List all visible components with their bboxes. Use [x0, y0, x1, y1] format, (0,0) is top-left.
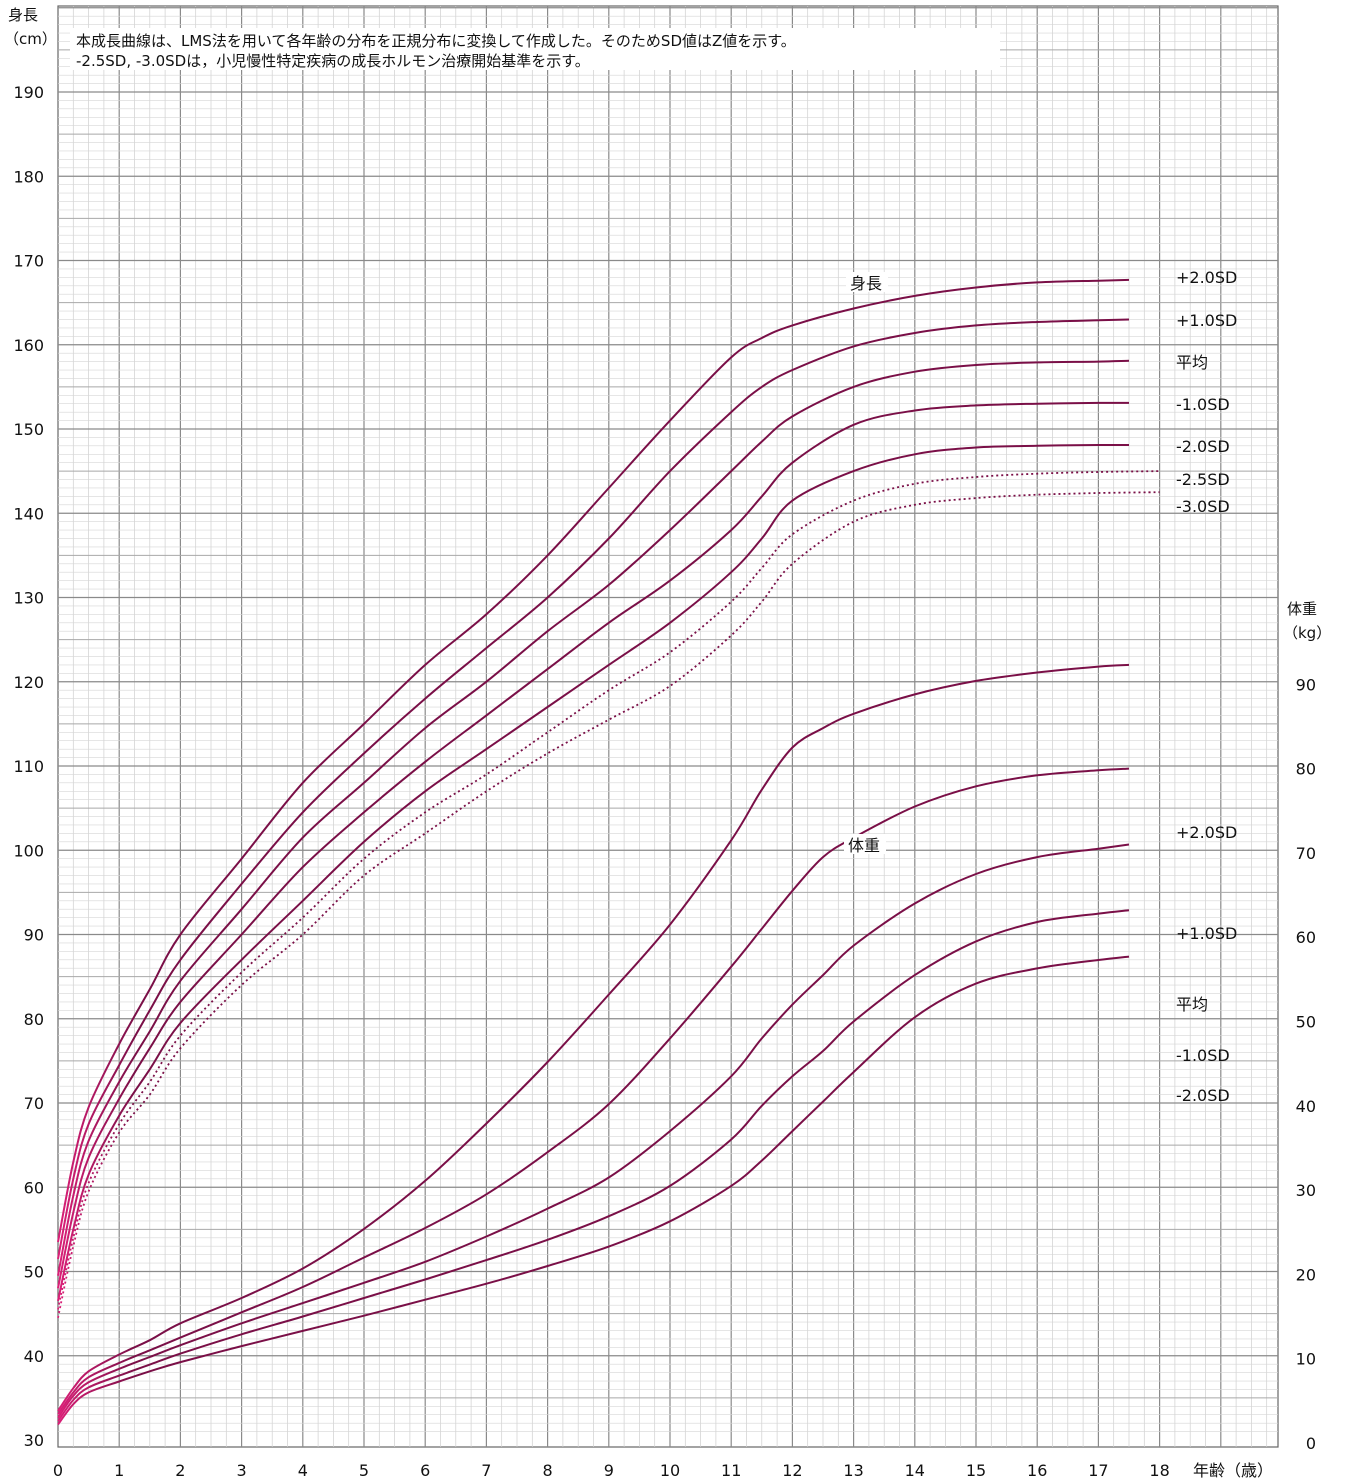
height-series-label: -2.5SD [1176, 470, 1230, 489]
y-right-tick-label: 10 [1296, 1350, 1316, 1369]
y-left-tick-label: 190 [13, 83, 44, 102]
x-tick-label: 16 [1027, 1461, 1047, 1480]
y-right-tick-label: 40 [1296, 1097, 1316, 1116]
height-series-label: -3.0SD [1176, 497, 1230, 516]
y-left-tick-label: 30 [24, 1431, 44, 1450]
x-tick-label: 12 [782, 1461, 802, 1480]
height-series-label: -2.0SD [1176, 437, 1230, 456]
y-right-tick-label: 0 [1306, 1434, 1316, 1453]
height-series-line [57, 470, 1160, 1310]
weight-group-title: 体重 [848, 836, 880, 855]
x-tick-label: 2 [175, 1461, 185, 1480]
y-right-tick-label: 60 [1296, 928, 1316, 947]
x-tick-label: 4 [298, 1461, 308, 1480]
x-tick-label: 13 [843, 1461, 863, 1480]
height-series-line [57, 491, 1160, 1318]
height-series-line [57, 401, 1130, 1289]
height-group-title: 身長 [850, 274, 882, 293]
height-series-label: +1.0SD [1176, 311, 1237, 330]
x-tick-label: 18 [1149, 1461, 1169, 1480]
y-right-tick-label: 50 [1296, 1013, 1316, 1032]
height-series-line [57, 278, 1130, 1243]
weight-series-line [57, 955, 1130, 1426]
x-tick-label: 0 [53, 1461, 63, 1480]
y-left-tick-label: 120 [13, 673, 44, 692]
weight-series-line [57, 843, 1130, 1419]
weight-series-label: -1.0SD [1176, 1046, 1230, 1065]
y-left-unit: （cm） [4, 30, 57, 48]
y-right-tick-label: 30 [1296, 1181, 1316, 1200]
note-line-2: -2.5SD, -3.0SDは，小児慢性特定疾病の成長ホルモン治療開始基準を示す… [76, 52, 590, 70]
y-right-tick-label: 20 [1296, 1265, 1316, 1284]
y-left-tick-label: 80 [24, 1010, 44, 1029]
x-tick-label: 11 [721, 1461, 741, 1480]
note-backdrop [70, 28, 1000, 70]
axes: 3040506070809010011012013014015016017018… [4, 6, 1331, 1480]
y-right-tick-label: 80 [1296, 760, 1316, 779]
y-left-tick-label: 130 [13, 589, 44, 608]
x-axis-title: 年齢（歳） [1193, 1461, 1273, 1480]
weight-series-label: -2.0SD [1176, 1086, 1230, 1105]
weight-title-backdrop [844, 834, 886, 854]
weight-series-label: +2.0SD [1176, 823, 1237, 842]
x-tick-label: 1 [114, 1461, 124, 1480]
y-left-tick-label: 180 [13, 167, 44, 186]
plot-frame [57, 5, 1279, 1448]
y-left-tick-label: 50 [24, 1263, 44, 1282]
weight-series-label: 平均 [1176, 995, 1208, 1014]
y-left-tick-label: 60 [24, 1178, 44, 1197]
y-right-tick-label: 70 [1296, 844, 1316, 863]
x-tick-label: 6 [420, 1461, 430, 1480]
x-tick-label: 8 [543, 1461, 553, 1480]
note-line-1: 本成長曲線は、LMS法を用いて各年齢の分布を正規分布に変換して作成した。そのため… [76, 32, 796, 50]
height-series-label: +2.0SD [1176, 268, 1237, 287]
y-left-tick-label: 160 [13, 336, 44, 355]
x-tick-label: 17 [1088, 1461, 1108, 1480]
weight-series-line [57, 909, 1130, 1422]
x-tick-label: 9 [604, 1461, 614, 1480]
y-left-tick-label: 40 [24, 1347, 44, 1366]
weight-series-label: +1.0SD [1176, 924, 1237, 943]
notes: 本成長曲線は、LMS法を用いて各年齢の分布を正規分布に変換して作成した。そのため… [70, 28, 1000, 70]
x-tick-label: 3 [237, 1461, 247, 1480]
x-tick-label: 15 [966, 1461, 986, 1480]
y-left-tick-label: 100 [13, 841, 44, 860]
series-labels: +2.0SD +1.0SD 平均 -1.0SD -2.0SD -2.5SD -3.0SD +2… [844, 268, 1237, 1105]
y-right-unit: （kg） [1283, 624, 1331, 642]
height-series-line [57, 443, 1130, 1302]
height-title-backdrop [846, 272, 888, 292]
x-tick-label: 10 [660, 1461, 680, 1480]
height-series-line [57, 359, 1130, 1276]
y-left-tick-label: 110 [13, 757, 44, 776]
series-lines [57, 278, 1160, 1426]
y-left-tick-label: 140 [13, 504, 44, 523]
x-tick-label: 5 [359, 1461, 369, 1480]
y-left-tick-label: 170 [13, 252, 44, 271]
weight-series-line [57, 767, 1130, 1415]
height-series-line [57, 318, 1130, 1260]
y-left-title: 身長 [8, 6, 38, 24]
weight-series-line [57, 663, 1130, 1412]
y-left-tick-label: 150 [13, 420, 44, 439]
y-left-tick-label: 70 [24, 1094, 44, 1113]
x-tick-label: 14 [905, 1461, 925, 1480]
height-series-label: 平均 [1176, 353, 1208, 372]
grid [57, 5, 1279, 1448]
height-series-label: -1.0SD [1176, 395, 1230, 414]
y-right-tick-label: 90 [1296, 675, 1316, 694]
x-tick-label: 7 [481, 1461, 491, 1480]
y-right-title: 体重 [1287, 600, 1317, 618]
y-left-tick-label: 90 [24, 926, 44, 945]
